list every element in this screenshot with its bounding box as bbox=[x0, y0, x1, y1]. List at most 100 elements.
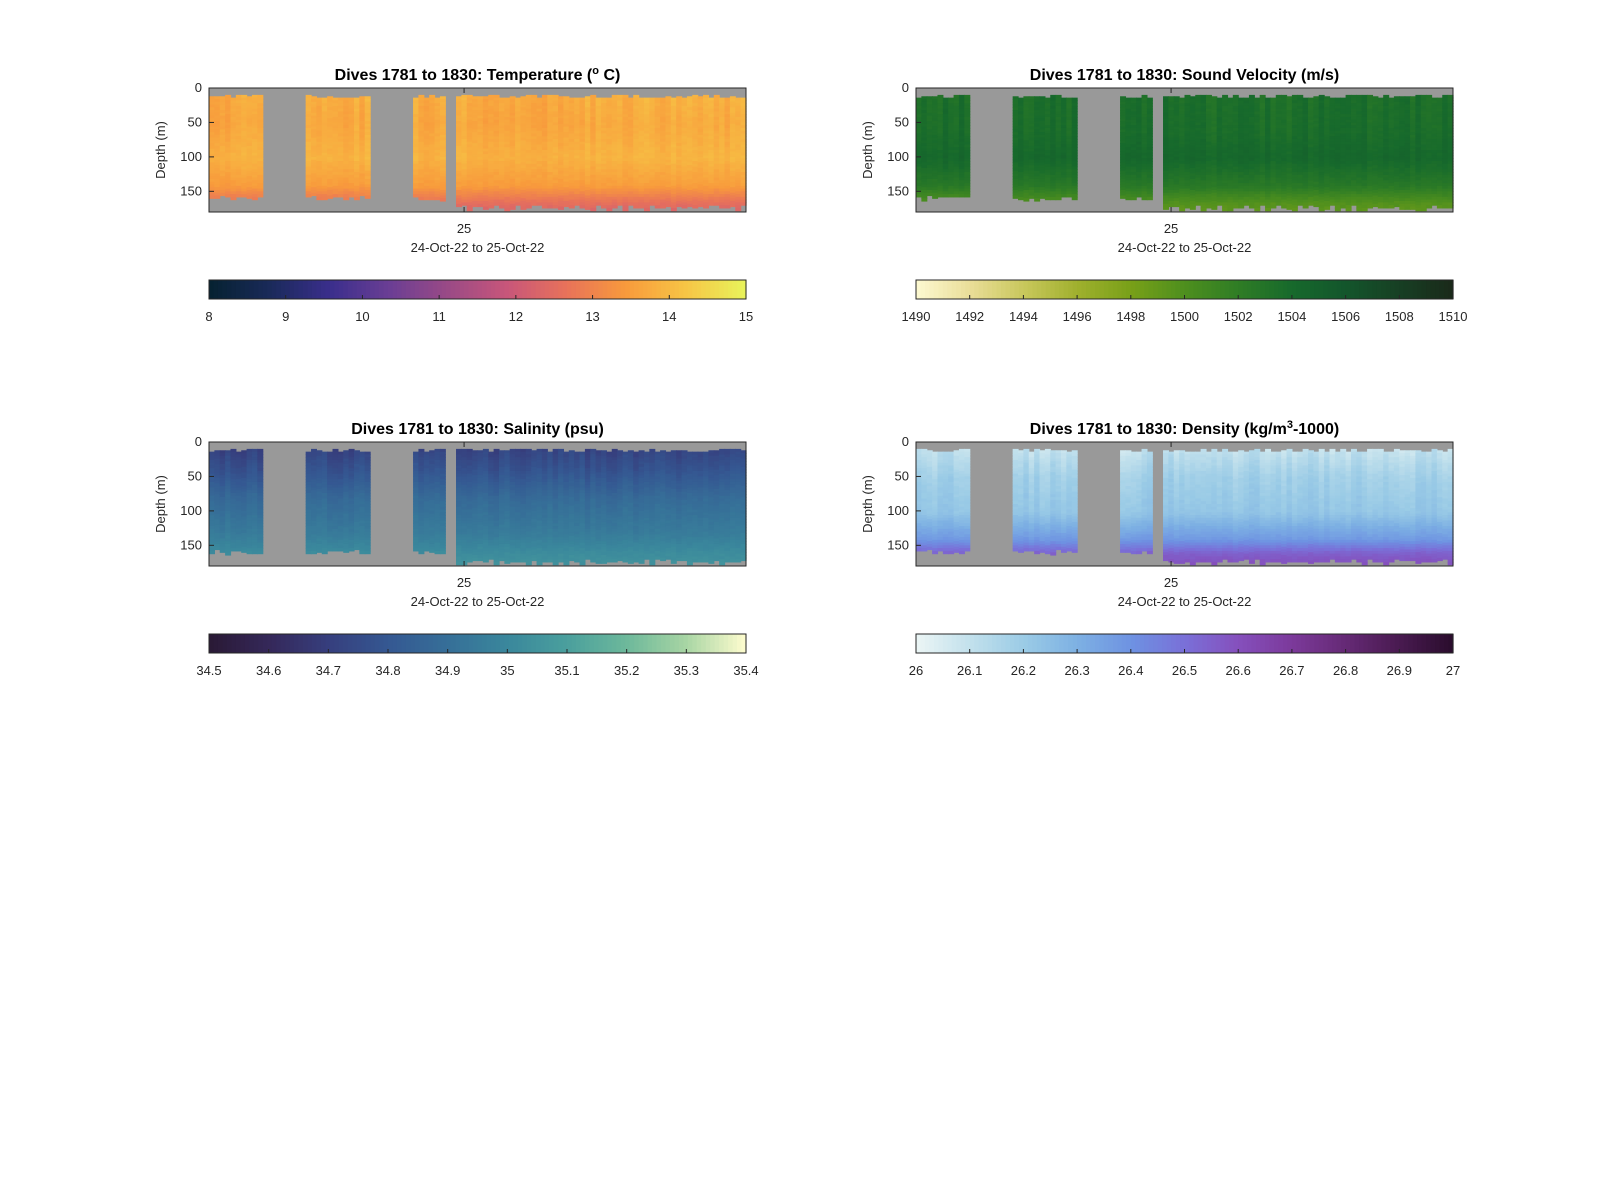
temperature-cell bbox=[643, 119, 650, 124]
temperature-cell bbox=[681, 202, 688, 206]
temperature-cell bbox=[595, 166, 602, 170]
temperature-cell bbox=[434, 147, 441, 151]
temperature-cell bbox=[719, 185, 726, 190]
temperature-cell bbox=[643, 177, 650, 181]
temperature-colorbar-step bbox=[352, 280, 358, 299]
temperature-cell bbox=[515, 150, 522, 154]
sound-velocity-cell bbox=[1205, 196, 1212, 201]
sound-velocity-cell bbox=[1184, 161, 1191, 165]
temperature-cell bbox=[579, 166, 586, 170]
temperature-cell bbox=[498, 177, 505, 181]
temperature-cell bbox=[579, 116, 586, 121]
sound-velocity-cell bbox=[1120, 173, 1127, 177]
temperature-cell bbox=[343, 177, 350, 181]
temperature-cell bbox=[219, 143, 226, 147]
sound-velocity-cell bbox=[1120, 132, 1127, 136]
sound-velocity-cell bbox=[1120, 134, 1127, 139]
temperature-cell bbox=[472, 187, 479, 191]
temperature-cell bbox=[343, 144, 350, 148]
temperature-cell bbox=[525, 144, 532, 148]
temperature-cell bbox=[472, 132, 479, 136]
sound-velocity-cell bbox=[937, 188, 944, 192]
temperature-cell bbox=[617, 119, 624, 124]
temperature-cell bbox=[439, 195, 446, 199]
temperature-cell bbox=[622, 94, 629, 99]
temperature-cell bbox=[606, 133, 613, 137]
temperature-cell bbox=[665, 176, 672, 180]
sound-velocity-cell bbox=[953, 147, 960, 151]
temperature-cell bbox=[509, 101, 516, 106]
sound-velocity-cell bbox=[916, 125, 922, 129]
sound-velocity-cell bbox=[1163, 203, 1169, 208]
temperature-cell bbox=[563, 134, 570, 139]
sound-velocity-cell bbox=[1184, 111, 1191, 115]
temperature-cell bbox=[219, 123, 226, 128]
temperature-colorbar-step bbox=[423, 280, 429, 299]
sound-velocity-cell bbox=[1066, 141, 1073, 146]
temperature-cell bbox=[461, 161, 468, 165]
temperature-cell bbox=[498, 114, 505, 118]
temperature-cell bbox=[547, 136, 554, 140]
temperature-cell bbox=[740, 125, 747, 129]
sound-velocity-cell bbox=[1168, 137, 1175, 141]
temperature-cell bbox=[665, 148, 672, 152]
temperature-cell bbox=[611, 147, 618, 151]
temperature-cell bbox=[601, 169, 607, 173]
temperature-cell bbox=[466, 111, 473, 115]
temperature-cell bbox=[482, 134, 489, 139]
sound-velocity-cell bbox=[1179, 174, 1186, 179]
temperature-colorbar-step bbox=[652, 280, 658, 299]
sound-velocity-cell bbox=[1130, 119, 1137, 124]
sound-velocity-cell bbox=[1023, 129, 1030, 133]
temperature-cell bbox=[364, 112, 371, 117]
sound-velocity-cell bbox=[1039, 112, 1046, 117]
sound-velocity-cell bbox=[1060, 119, 1067, 124]
temperature-cell bbox=[327, 132, 334, 136]
temperature-cell bbox=[482, 189, 489, 194]
temperature-cell bbox=[348, 130, 355, 135]
temperature-cell bbox=[488, 111, 495, 115]
temperature-cell bbox=[563, 173, 570, 177]
sound-velocity-cell bbox=[916, 163, 922, 168]
sound-velocity-cell bbox=[1205, 152, 1212, 157]
temperature-cell bbox=[617, 130, 624, 135]
temperature-cell bbox=[729, 187, 736, 191]
sound-velocity-cell bbox=[1028, 107, 1035, 111]
temperature-cell bbox=[601, 125, 607, 129]
temperature-cell bbox=[531, 136, 538, 140]
temperature-cell bbox=[622, 141, 629, 146]
temperature-cell bbox=[713, 127, 720, 132]
sound-velocity-cell bbox=[1034, 192, 1041, 197]
sound-velocity-cell bbox=[1195, 180, 1202, 184]
sound-velocity-cell bbox=[1189, 104, 1196, 108]
sound-velocity-cell bbox=[1173, 96, 1180, 100]
sound-velocity-cell bbox=[1034, 154, 1041, 158]
sound-velocity-cell bbox=[1071, 108, 1078, 113]
temperature-cell bbox=[466, 125, 473, 129]
temperature-cell bbox=[482, 181, 489, 186]
temperature-cell bbox=[579, 133, 586, 137]
temperature-cell bbox=[574, 133, 581, 137]
temperature-cell bbox=[536, 147, 543, 151]
sound-velocity-cell bbox=[921, 143, 928, 147]
temperature-cell bbox=[665, 200, 672, 205]
temperature-cell bbox=[327, 110, 334, 114]
temperature-cell bbox=[466, 191, 473, 195]
temperature-cell bbox=[617, 199, 624, 203]
sound-velocity-cell bbox=[937, 133, 944, 137]
temperature-cell bbox=[531, 122, 538, 126]
temperature-cell bbox=[241, 100, 248, 104]
sound-velocity-cell bbox=[1060, 111, 1067, 115]
temperature-cell bbox=[477, 107, 484, 111]
temperature-cell bbox=[574, 100, 581, 104]
sound-velocity-cell bbox=[1184, 97, 1191, 101]
temperature-colorbar-step bbox=[361, 280, 367, 299]
temperature-cell bbox=[601, 163, 607, 168]
sound-velocity-cell bbox=[1195, 141, 1202, 146]
temperature-cell bbox=[343, 163, 350, 168]
temperature-cell bbox=[241, 136, 248, 140]
sound-velocity-cell bbox=[1211, 192, 1218, 197]
sound-velocity-cell bbox=[1238, 114, 1245, 118]
sound-velocity-cell bbox=[1195, 136, 1202, 140]
temperature-cell bbox=[230, 150, 237, 154]
